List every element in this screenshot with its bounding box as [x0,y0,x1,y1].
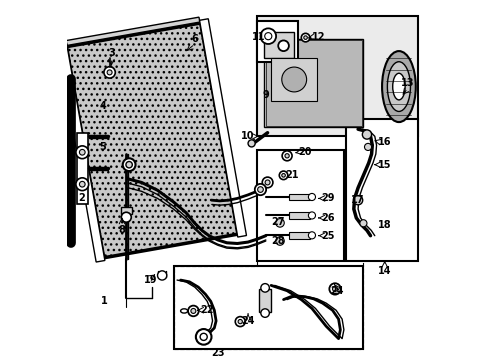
Circle shape [126,162,132,168]
Bar [256,21,297,62]
Text: 11: 11 [251,32,265,42]
Circle shape [303,36,306,39]
Circle shape [260,28,276,44]
Bar [264,32,294,58]
Circle shape [332,287,337,291]
Ellipse shape [180,309,187,313]
Circle shape [262,177,272,188]
Bar [66,23,238,258]
Bar [66,17,200,45]
Circle shape [104,67,115,78]
Circle shape [264,33,271,40]
Text: 7: 7 [68,174,75,184]
Text: 6: 6 [191,34,198,44]
Ellipse shape [386,62,409,112]
Bar [199,19,246,237]
Text: 26: 26 [321,213,334,223]
Circle shape [121,212,131,222]
Circle shape [254,184,265,195]
Circle shape [260,284,269,292]
Text: 16: 16 [377,136,391,147]
Circle shape [308,212,315,219]
Text: 20: 20 [298,147,311,157]
Text: 2: 2 [78,193,84,203]
Bar [270,58,317,101]
Circle shape [188,306,198,316]
Text: 1: 1 [101,296,107,306]
Circle shape [359,220,366,227]
Circle shape [301,33,309,42]
Bar [288,212,309,219]
Text: 23: 23 [211,348,224,358]
Circle shape [285,154,288,158]
Bar [288,194,309,200]
Text: 14: 14 [377,266,391,276]
Circle shape [257,187,263,192]
Text: 22: 22 [200,305,214,315]
Bar [265,40,361,126]
Circle shape [308,232,315,239]
Circle shape [200,333,207,341]
Circle shape [76,146,88,159]
Text: 19: 19 [143,275,157,285]
Circle shape [235,317,244,327]
Text: 8: 8 [119,225,125,235]
Circle shape [362,130,371,139]
Circle shape [364,143,371,150]
Bar [258,289,270,312]
Text: 17: 17 [351,195,364,205]
Text: 21: 21 [285,170,299,180]
Circle shape [278,40,288,51]
Circle shape [264,180,269,185]
Circle shape [282,151,291,161]
Circle shape [238,319,242,324]
Bar [77,133,87,204]
Circle shape [279,171,287,180]
Circle shape [190,309,196,314]
Circle shape [329,283,340,294]
Circle shape [275,237,284,245]
Circle shape [260,309,269,317]
Bar [256,150,343,261]
Circle shape [281,67,306,92]
Circle shape [76,178,88,190]
Text: 28: 28 [271,236,285,246]
Text: 27: 27 [271,217,285,227]
Bar [58,44,105,262]
Bar [345,118,418,261]
Text: 24: 24 [329,286,343,296]
Text: 12: 12 [312,32,325,42]
Circle shape [122,158,135,171]
Text: 24: 24 [241,316,254,326]
Text: 10: 10 [241,131,254,141]
Bar [264,39,363,127]
Circle shape [157,271,166,280]
Text: 15: 15 [377,160,391,170]
Text: 29: 29 [321,193,334,203]
Circle shape [281,174,285,177]
Text: 18: 18 [377,220,391,230]
Circle shape [79,181,85,187]
Bar [67,24,237,257]
Text: 5: 5 [99,142,106,152]
Ellipse shape [381,51,415,122]
Bar [121,207,131,215]
Circle shape [196,329,211,345]
Circle shape [275,219,284,227]
Text: 9: 9 [262,90,268,100]
Bar [173,266,363,349]
Text: 25: 25 [321,231,334,241]
Circle shape [79,149,85,155]
Text: 13: 13 [400,78,414,88]
Ellipse shape [392,73,404,100]
Text: 4: 4 [99,101,106,111]
Circle shape [107,70,112,75]
Circle shape [308,193,315,201]
Bar [256,15,418,136]
Bar [288,232,309,239]
Circle shape [247,140,255,147]
Circle shape [353,195,362,205]
Text: 3: 3 [108,48,115,58]
